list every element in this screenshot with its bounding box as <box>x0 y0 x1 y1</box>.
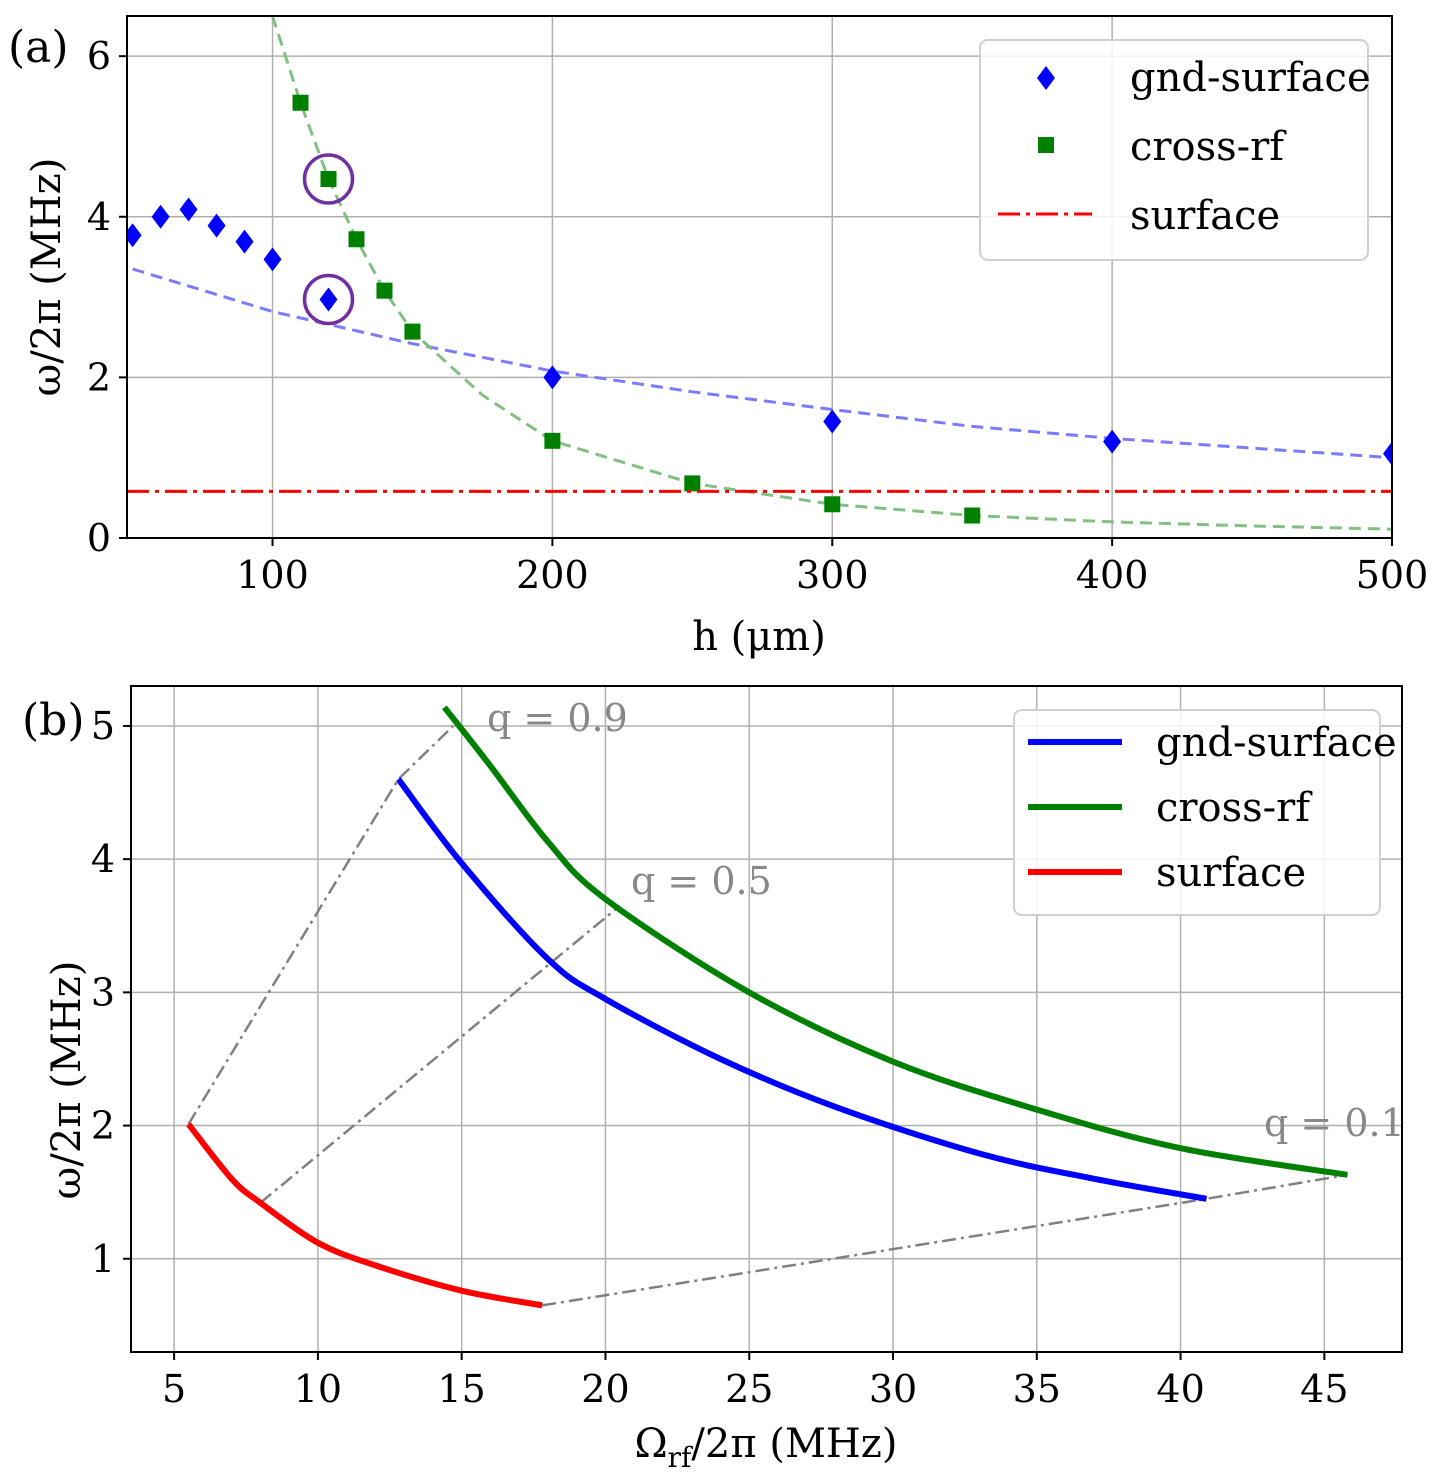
panel-a-highlight-circles <box>302 153 355 326</box>
panel-b-xlabel: Ωrf/2π (MHz) <box>635 1421 898 1474</box>
gnd-surface-point-3 <box>207 213 226 238</box>
panel-b-ytick-label-3: 3 <box>91 970 115 1014</box>
legend-gnd-surface-marker <box>1037 66 1055 90</box>
q-0-5-line <box>259 904 621 1204</box>
gnd-surface-point-5 <box>263 247 282 272</box>
gnd-surface-point-10 <box>1383 441 1392 466</box>
panel-a-ticks: 100 200 300 400 500 0 2 4 6 <box>87 34 1428 597</box>
panel-a-xtick-label-500: 500 <box>1356 553 1429 597</box>
panel-a-xlabel: h (μm) <box>692 614 826 660</box>
panel-b-ylabel: ω/2π (MHz) <box>44 961 90 1200</box>
panel-a-legend: gnd-surface cross-rf surface <box>979 39 1371 261</box>
q-0-9-label: q = 0.9 <box>487 696 628 740</box>
gnd-surface-fit-curve <box>132 267 1392 460</box>
panel-b-series <box>186 705 1348 1309</box>
cross-rf-point-1 <box>320 171 337 188</box>
legend-cross-rf-marker <box>1038 137 1054 153</box>
panel-b-xtick-label-40: 40 <box>1156 1367 1204 1411</box>
legend-gnd-surface-label: gnd-surface <box>1130 55 1371 101</box>
panel-a-xtick-label-200: 200 <box>516 553 589 597</box>
gnd-surface-point-4 <box>235 229 254 254</box>
panel-a-label: (a) <box>8 22 69 73</box>
panel-b-xtick-label-15: 15 <box>438 1367 486 1411</box>
panel-a-legend-box <box>979 39 1369 261</box>
cross-rf-point-2 <box>348 231 365 248</box>
panel-b-xtick-label-20: 20 <box>581 1367 629 1411</box>
panel-b-xtick-label-30: 30 <box>869 1367 917 1411</box>
q-0-1-label: q = 0.1 <box>1264 1101 1405 1145</box>
q-0-1-line <box>542 1173 1348 1307</box>
q-0-5-label: q = 0.5 <box>631 859 772 903</box>
panel-a-series <box>127 94 1392 524</box>
legend-b-surface-label: surface <box>1156 850 1306 896</box>
panel-a-xtick-label-100: 100 <box>236 553 309 597</box>
panel-a-ytick-label-2: 2 <box>87 355 111 399</box>
panel-b-ytick-label-2: 2 <box>91 1104 115 1148</box>
panel-a-ytick-label-4: 4 <box>87 195 111 239</box>
panel-b-legend-box <box>1013 709 1381 916</box>
gnd-surface-curve <box>396 777 1208 1202</box>
gnd-surface-point-9 <box>1103 429 1122 454</box>
panel-b-label: (b) <box>22 695 85 746</box>
legend-b-gnd-surface-label: gnd-surface <box>1156 720 1397 766</box>
panel-a-fit-curves <box>132 16 1392 531</box>
panel-a-xtick-label-300: 300 <box>796 553 869 597</box>
gnd-surface-point-7 <box>543 365 562 390</box>
panel-a-ytick-label-6: 6 <box>87 34 111 78</box>
legend-b-cross-rf-label: cross-rf <box>1156 785 1313 831</box>
cross-rf-fit-curve <box>271 16 1392 531</box>
cross-rf-point-6 <box>684 475 701 492</box>
gnd-surface-point-8 <box>823 409 842 434</box>
panel-b-legend: gnd-surface cross-rf surface <box>1013 709 1397 916</box>
cross-rf-point-5 <box>544 432 561 449</box>
cross-rf-curve <box>442 705 1348 1178</box>
gnd-surface-point-1 <box>151 204 170 229</box>
panel-a-xtick-label-400: 400 <box>1076 553 1149 597</box>
highlight-circle-cross-rf <box>302 153 355 205</box>
legend-surface-label: surface <box>1130 193 1280 239</box>
panel-b-xtick-label-45: 45 <box>1300 1367 1348 1411</box>
highlight-circle-gnd-surface <box>302 273 355 326</box>
panel-b-xtick-label-5: 5 <box>162 1367 186 1411</box>
panel-b-xtick-label-10: 10 <box>294 1367 342 1411</box>
panel-a-frame <box>126 15 1393 539</box>
cross-rf-point-4 <box>404 323 421 340</box>
panel-a: (a) 100 200 300 400 500 0 2 4 6 h (μm) ω/2π (MHz… <box>8 15 1428 660</box>
panel-b-ytick-label-5: 5 <box>91 704 115 748</box>
panel-b-q-lines <box>187 725 1348 1307</box>
cross-rf-point-7 <box>824 496 841 513</box>
gnd-surface-point-2 <box>179 197 198 222</box>
cross-rf-point-8 <box>964 507 981 524</box>
q-0-9-line <box>187 725 454 1125</box>
gnd-surface-point-0 <box>127 223 142 248</box>
panel-b-ytick-label-1: 1 <box>91 1237 115 1281</box>
panel-b-ytick-label-4: 4 <box>91 837 115 881</box>
panel-b-xtick-label-25: 25 <box>725 1367 773 1411</box>
panel-a-ylabel: ω/2π (MHz) <box>24 158 70 397</box>
cross-rf-point-3 <box>376 282 393 299</box>
gnd-surface-point-6 <box>319 287 338 312</box>
cross-rf-point-0 <box>292 94 309 111</box>
panel-b-frame <box>130 685 1403 1353</box>
surface-curve <box>186 1122 543 1309</box>
panel-b-xtick-label-35: 35 <box>1013 1367 1061 1411</box>
legend-cross-rf-label: cross-rf <box>1130 124 1287 170</box>
panel-a-ytick-label-0: 0 <box>87 516 111 560</box>
